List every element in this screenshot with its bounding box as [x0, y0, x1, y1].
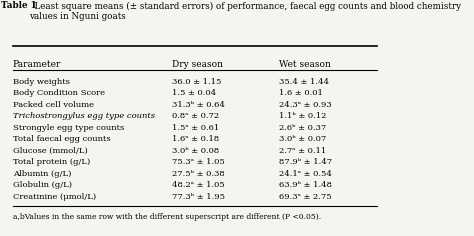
Text: Dry season: Dry season [172, 60, 223, 69]
Text: 3.0ᵇ ± 0.07: 3.0ᵇ ± 0.07 [279, 135, 326, 143]
Text: 1.6 ± 0.01: 1.6 ± 0.01 [279, 89, 322, 97]
Text: 75.3ᵃ ± 1.05: 75.3ᵃ ± 1.05 [172, 158, 225, 166]
Text: 63.9ᵇ ± 1.48: 63.9ᵇ ± 1.48 [279, 181, 331, 189]
Text: 35.4 ± 1.44: 35.4 ± 1.44 [279, 78, 328, 86]
Text: Glucose (mmol/L): Glucose (mmol/L) [13, 147, 88, 155]
Text: Least square means (± standard errors) of performance, faecal egg counts and blo: Least square means (± standard errors) o… [29, 1, 461, 21]
Text: 1.5 ± 0.04: 1.5 ± 0.04 [172, 89, 216, 97]
Text: 27.5ᵇ ± 0.38: 27.5ᵇ ± 0.38 [172, 170, 225, 178]
Text: 0.8ᵃ ± 0.72: 0.8ᵃ ± 0.72 [172, 112, 219, 120]
Text: 2.7ᵃ ± 0.11: 2.7ᵃ ± 0.11 [279, 147, 326, 155]
Text: 36.0 ± 1.15: 36.0 ± 1.15 [172, 78, 222, 86]
Text: 48.2ᵃ ± 1.05: 48.2ᵃ ± 1.05 [172, 181, 225, 189]
Text: 24.1ᵃ ± 0.54: 24.1ᵃ ± 0.54 [279, 170, 331, 178]
Text: Albumin (g/L): Albumin (g/L) [13, 170, 71, 178]
Text: 24.3ᵃ ± 0.93: 24.3ᵃ ± 0.93 [279, 101, 331, 109]
Text: 3.0ᵇ ± 0.08: 3.0ᵇ ± 0.08 [172, 147, 219, 155]
Text: Wet season: Wet season [279, 60, 330, 69]
Text: 2.6ᵇ ± 0.37: 2.6ᵇ ± 0.37 [279, 124, 326, 132]
Text: Table 1: Table 1 [1, 1, 37, 10]
Text: Parameter: Parameter [13, 60, 61, 69]
Text: Globulin (g/L): Globulin (g/L) [13, 181, 72, 189]
Text: 69.3ᵃ ± 2.75: 69.3ᵃ ± 2.75 [279, 193, 331, 201]
Text: 77.3ᵇ ± 1.95: 77.3ᵇ ± 1.95 [172, 193, 225, 201]
Text: Total protein (g/L): Total protein (g/L) [13, 158, 90, 166]
Text: 1.1ᵇ ± 0.12: 1.1ᵇ ± 0.12 [279, 112, 326, 120]
Text: 31.3ᵇ ± 0.64: 31.3ᵇ ± 0.64 [172, 101, 225, 109]
Text: 1.6ᵃ ± 0.18: 1.6ᵃ ± 0.18 [172, 135, 219, 143]
Text: Body weights: Body weights [13, 78, 70, 86]
Text: Total faecal egg counts: Total faecal egg counts [13, 135, 110, 143]
Text: Body Condition Score: Body Condition Score [13, 89, 105, 97]
Text: Trichostrongylus egg type counts: Trichostrongylus egg type counts [13, 112, 155, 120]
Text: 87.9ᵇ ± 1.47: 87.9ᵇ ± 1.47 [279, 158, 332, 166]
Text: Strongyle egg type counts: Strongyle egg type counts [13, 124, 124, 132]
Text: Packed cell volume: Packed cell volume [13, 101, 94, 109]
Text: Creatinine (μmol/L): Creatinine (μmol/L) [13, 193, 96, 201]
Text: 1.5ᵃ ± 0.61: 1.5ᵃ ± 0.61 [172, 124, 219, 132]
Text: a,bValues in the same row with the different superscript are different (P <0.05): a,bValues in the same row with the diffe… [13, 213, 321, 221]
